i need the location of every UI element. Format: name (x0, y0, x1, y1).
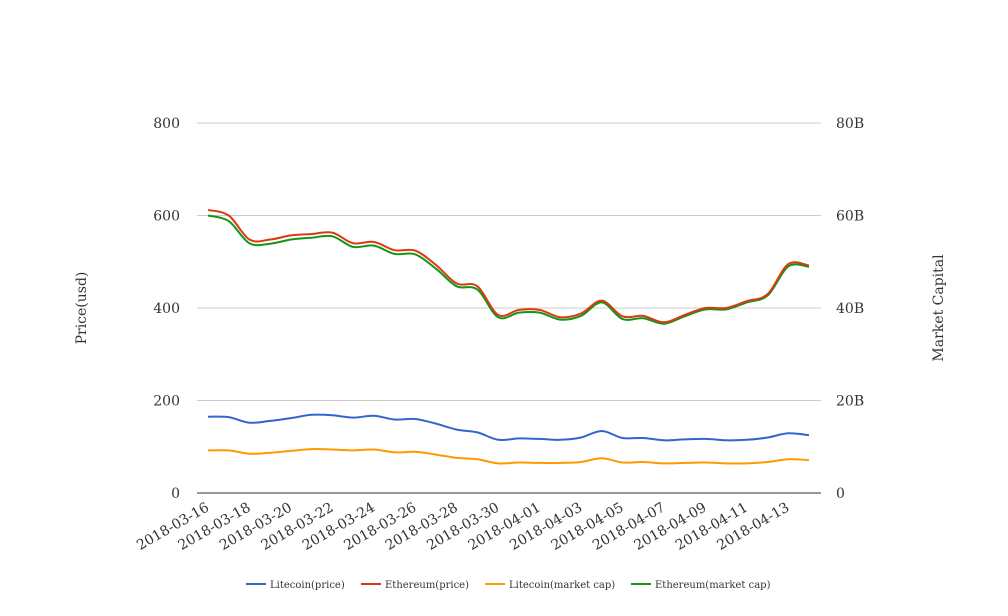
y-axis-left-ticks: 0 200 400 600 800 (153, 116, 180, 502)
series-line-litecoin-market-cap (207, 448, 810, 465)
legend-label: Litecoin(price) (270, 580, 345, 591)
y-axis-right-ticks: 0 20B 40B 60B 80B (836, 116, 864, 502)
y-tick-label-left: 200 (153, 394, 180, 410)
gridlines (197, 122, 821, 401)
legend-label: Ethereum(market cap) (655, 580, 771, 591)
legend: Litecoin(price) Ethereum(price) Litecoin(m… (246, 580, 771, 591)
series-line-litecoin-price (207, 413, 810, 442)
legend-label: Ethereum(price) (385, 580, 469, 591)
x-axis-ticks: 2018-03-162018-03-182018-03-202018-03-22… (134, 500, 792, 554)
y-tick-label-right: 40B (836, 301, 864, 317)
y-tick-label-right: 0 (836, 486, 845, 502)
series-line-ethereum-market-cap (207, 214, 810, 325)
y-tick-label-right: 60B (836, 209, 864, 225)
y-tick-label-left: 400 (153, 301, 180, 317)
y-axis-right-title: Market Capital (931, 254, 947, 362)
series-lines (207, 208, 810, 465)
y-axis-left-title: Price(usd) (74, 272, 90, 345)
legend-label: Litecoin(market cap) (509, 580, 615, 591)
y-tick-label-right: 20B (836, 394, 864, 410)
y-tick-label-left: 800 (153, 116, 180, 132)
y-tick-label-left: 0 (171, 486, 180, 502)
series-line-ethereum-price (207, 208, 810, 324)
y-tick-label-right: 80B (836, 116, 864, 132)
y-tick-label-left: 600 (153, 209, 180, 225)
